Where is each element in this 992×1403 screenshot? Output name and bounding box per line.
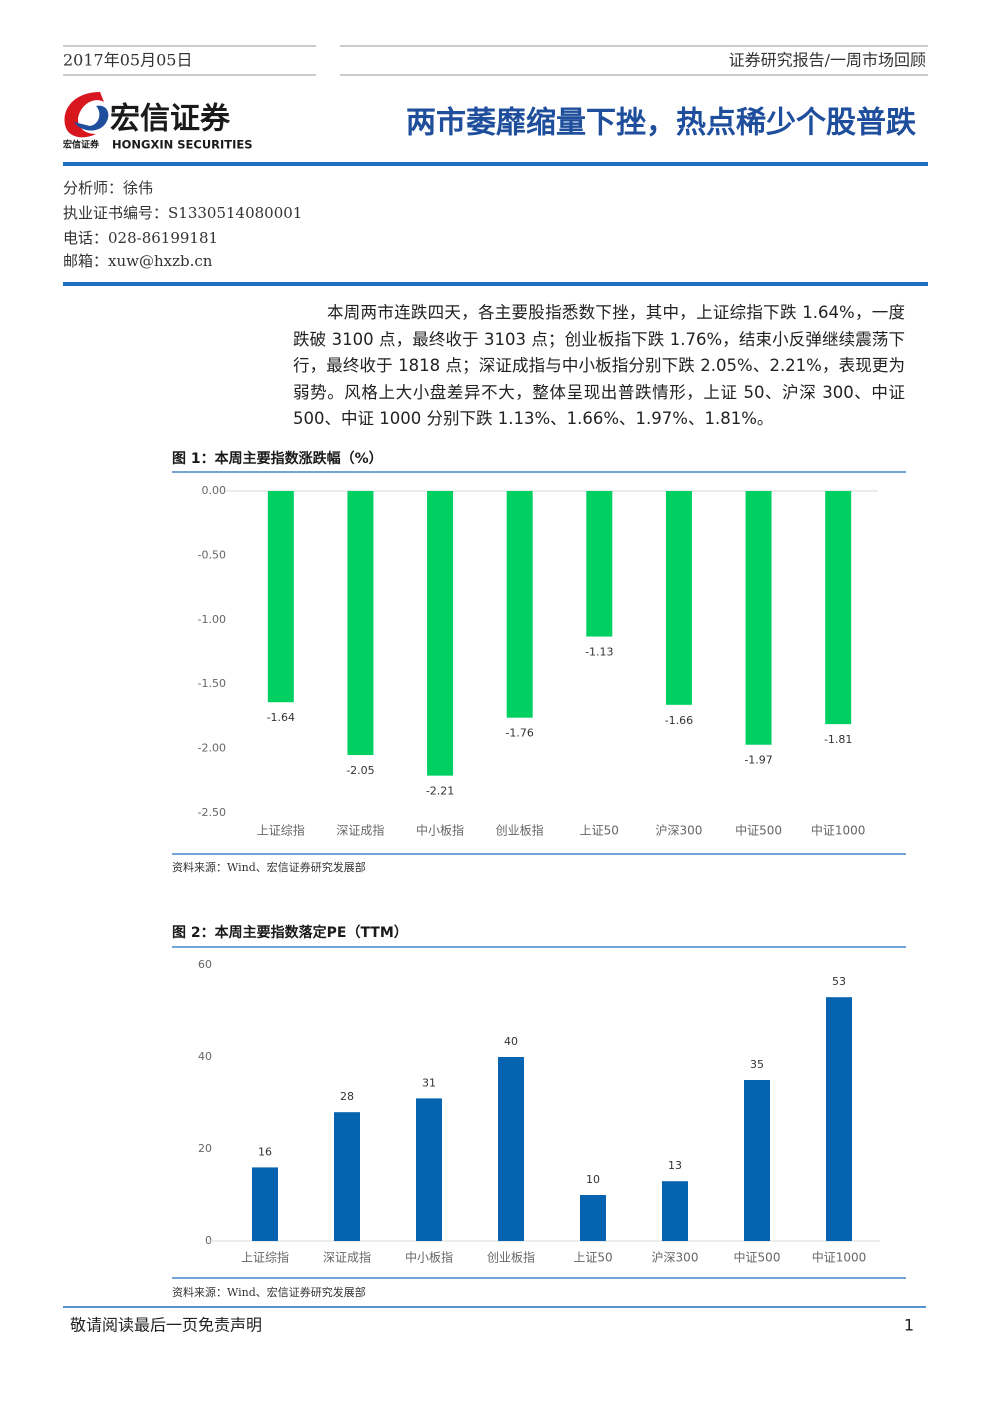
x-tick-label: 深证成指 [323,1250,371,1265]
data-label: 13 [668,1159,682,1172]
data-label: 31 [422,1076,436,1089]
bar [662,1181,688,1241]
bar [586,491,613,637]
x-tick-label: 中证500 [735,823,782,838]
x-tick-label: 上证50 [573,1251,612,1265]
data-label: 35 [750,1058,764,1071]
rule-blue [63,282,928,286]
bar [580,1195,606,1241]
bar [252,1167,278,1241]
bar [347,491,374,756]
headline: 两市萎靡缩量下挫，热点稀少个股普跌 [406,106,916,141]
rule-blue [63,162,928,166]
y-tick-label: 40 [198,1050,212,1063]
data-label: -1.97 [744,754,772,767]
logo-cn: 宏信证券 [110,102,231,137]
page-number: 1 [904,1316,914,1335]
bar [506,491,533,718]
x-tick-label: 上证综指 [257,823,305,838]
y-tick-label: 60 [198,958,212,971]
data-label: -1.76 [505,727,533,740]
x-tick-label: 中证500 [734,1250,781,1265]
bar [665,491,692,705]
y-tick-label: -0.50 [198,548,226,561]
bar [826,997,852,1241]
bar [267,491,294,703]
report-date: 2017年05月05日 [63,51,192,70]
data-label: -1.66 [665,714,693,727]
chart-title: 图 2：本周主要指数落定PE（TTM） [172,924,408,941]
x-tick-label: 创业板指 [496,823,544,838]
data-label: -2.21 [426,785,454,798]
chart-title: 图 1：本周主要指数涨跌幅（%） [172,450,383,467]
x-tick-label: 中小板指 [416,823,464,838]
bar [744,1080,770,1241]
analyst-phone: 电话：028-86199181 [63,229,219,247]
bar [498,1057,524,1241]
x-tick-label: 中证1000 [811,823,866,838]
data-label: 16 [258,1145,272,1158]
bar [416,1098,442,1241]
y-tick-label: -2.00 [198,742,226,755]
data-label: 53 [832,975,846,988]
logo-small: 宏信证券 [63,139,100,151]
analyst-license: 执业证书编号：S1330514080001 [63,204,303,222]
data-label: 10 [586,1173,600,1186]
x-tick-label: 沪深300 [655,824,702,838]
bar [825,491,852,725]
x-tick-label: 中小板指 [405,1250,453,1265]
data-label: -2.05 [346,764,374,777]
y-tick-label: 0.00 [202,484,227,497]
bar [745,491,772,745]
x-tick-label: 创业板指 [487,1250,535,1265]
chart-source: 资料来源：Wind、宏信证券研究发展部 [172,860,366,874]
chart-source: 资料来源：Wind、宏信证券研究发展部 [172,1285,366,1299]
analyst-email: 邮箱：xuw@hxzb.cn [63,252,213,270]
x-tick-label: 深证成指 [336,823,384,838]
y-tick-label: 20 [198,1142,212,1155]
analyst-name: 分析师：徐伟 [63,179,154,197]
data-label: -1.64 [267,711,295,724]
y-tick-label: -1.50 [198,677,226,690]
data-label: -1.13 [585,646,613,659]
logo: 宏信证券 宏信证券 HONGXIN SECURITIES [63,92,253,152]
bar [334,1112,360,1241]
data-label: -1.81 [824,733,852,746]
logo-en: HONGXIN SECURITIES [112,138,253,152]
footer-disclaimer: 敬请阅读最后一页免责声明 [70,1316,262,1335]
x-tick-label: 上证综指 [241,1250,289,1265]
x-tick-label: 上证50 [580,824,619,838]
x-tick-label: 沪深300 [652,1251,699,1265]
y-tick-label: -2.50 [198,806,226,819]
data-label: 40 [504,1035,518,1048]
logo-swirl [64,92,104,138]
logo-swirl [74,105,109,131]
x-tick-label: 中证1000 [812,1250,867,1265]
y-tick-label: -1.00 [198,613,226,626]
report-type: 证券研究报告/一周市场回顾 [729,51,926,70]
data-label: 28 [340,1090,354,1103]
bar [427,491,454,776]
summary: 本周两市连跌四天，各主要股指悉数下挫，其中，上证综指下跌 1.64%，一度跌破 … [293,303,905,428]
